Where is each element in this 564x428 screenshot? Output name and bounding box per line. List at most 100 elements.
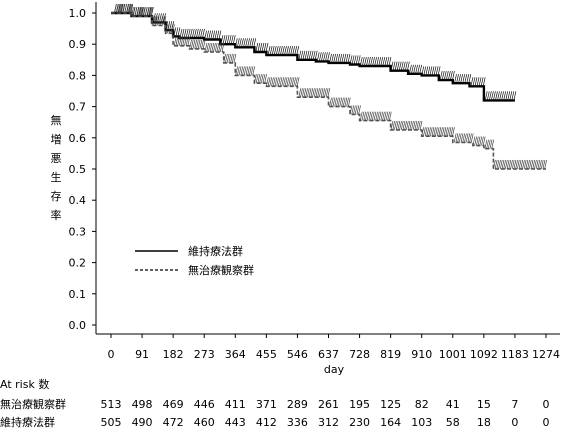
censor-mark-observation <box>156 16 160 26</box>
censor-mark-maintenance <box>210 30 214 40</box>
censor-mark-maintenance <box>454 74 457 84</box>
censor-mark-observation <box>332 97 336 107</box>
censor-mark-maintenance <box>269 46 273 56</box>
censor-mark-maintenance <box>239 38 242 48</box>
censor-mark-maintenance <box>267 46 271 56</box>
x-tick-label: 1274 <box>532 348 560 361</box>
censor-mark-maintenance <box>474 77 478 87</box>
censor-mark-maintenance <box>394 61 398 71</box>
y-axis-label-char: 悪 <box>51 152 62 165</box>
censor-mark-maintenance <box>214 30 218 40</box>
censor-mark-observation <box>161 16 165 26</box>
censor-mark-maintenance <box>265 42 269 53</box>
censor-mark-observation <box>259 74 262 84</box>
censor-mark-maintenance <box>296 46 300 56</box>
censor-mark-maintenance <box>429 66 433 76</box>
censor-mark-maintenance <box>417 64 420 74</box>
series-line-maintenance <box>111 11 515 102</box>
censor-mark-observation <box>242 66 245 76</box>
censor-mark-maintenance <box>286 46 289 56</box>
censor-mark-observation <box>378 111 382 121</box>
x-tick-label: 455 <box>256 348 277 361</box>
censor-mark-observation <box>424 127 428 137</box>
censor-mark-observation <box>236 66 240 76</box>
censor-mark-maintenance <box>501 91 504 101</box>
censor-mark-observation <box>440 127 443 137</box>
censor-mark-maintenance <box>163 13 166 23</box>
censor-mark-observation <box>288 77 291 87</box>
censor-mark-observation <box>520 159 524 170</box>
censor-mark-observation <box>472 136 476 146</box>
censor-mark-maintenance <box>187 28 191 39</box>
censor-mark-maintenance <box>206 30 209 40</box>
censor-mark-observation <box>499 159 503 170</box>
censor-mark-observation <box>522 159 525 170</box>
censor-mark-observation <box>382 111 385 121</box>
censor-mark-maintenance <box>364 56 367 67</box>
censor-mark-maintenance <box>120 3 123 14</box>
censor-mark-maintenance <box>298 50 302 60</box>
censor-mark-maintenance <box>222 35 226 45</box>
censor-mark-maintenance <box>198 28 201 39</box>
censor-mark-observation <box>508 159 512 170</box>
censor-mark-observation <box>501 159 505 170</box>
censor-mark-maintenance <box>200 28 203 39</box>
x-tick-label: 819 <box>380 348 401 361</box>
censor-mark-observation <box>453 133 457 143</box>
at-risk-value: 103 <box>411 416 432 428</box>
censor-mark-observation <box>163 16 167 26</box>
censor-mark-observation <box>494 159 498 170</box>
censor-mark-maintenance <box>202 28 205 39</box>
at-risk-value: 41 <box>446 398 460 411</box>
censor-mark-maintenance <box>384 56 388 67</box>
censor-mark-maintenance <box>181 28 185 39</box>
censor-mark-maintenance <box>435 66 439 76</box>
censor-mark-maintenance <box>327 52 330 62</box>
censor-mark-observation <box>146 7 150 17</box>
censor-mark-observation <box>448 127 452 137</box>
censor-mark-observation <box>498 159 501 170</box>
censor-mark-observation <box>404 120 407 131</box>
censor-mark-observation <box>390 120 394 131</box>
censor-mark-observation <box>272 77 276 87</box>
censor-mark-maintenance <box>333 53 336 63</box>
censor-mark-observation <box>149 7 153 17</box>
censor-mark-observation <box>458 133 462 143</box>
censor-mark-observation <box>230 53 233 63</box>
censor-mark-observation <box>523 159 527 170</box>
censor-mark-observation <box>318 88 322 98</box>
censor-mark-observation <box>452 127 455 137</box>
censor-mark-observation <box>187 36 191 46</box>
x-tick-label: 1092 <box>470 348 498 361</box>
censor-mark-observation <box>197 39 201 49</box>
censor-mark-observation <box>209 42 213 53</box>
censor-mark-observation <box>254 74 257 84</box>
censor-mark-observation <box>436 127 440 137</box>
censor-mark-observation <box>407 120 411 131</box>
censor-mark-observation <box>315 88 319 98</box>
at-risk-value: 0 <box>543 398 550 411</box>
censor-mark-observation <box>515 159 518 170</box>
censor-mark-maintenance <box>263 42 267 53</box>
censor-mark-maintenance <box>458 74 461 84</box>
censor-mark-maintenance <box>462 74 466 84</box>
at-risk-value: 446 <box>194 398 215 411</box>
censor-mark-maintenance <box>257 42 261 53</box>
censor-mark-observation <box>173 36 177 46</box>
y-tick-label: 0.4 <box>69 194 87 207</box>
censor-mark-maintenance <box>273 46 277 56</box>
censor-mark-observation <box>286 77 290 87</box>
censor-mark-observation <box>245 66 249 76</box>
censor-mark-maintenance <box>380 56 384 67</box>
censor-mark-observation <box>412 120 416 131</box>
censor-mark-maintenance <box>335 53 339 63</box>
x-tick-label: 1183 <box>501 348 529 361</box>
censor-mark-observation <box>443 127 447 137</box>
censor-mark-observation <box>337 97 341 107</box>
at-risk-row-label-observation: 無治療観察群 <box>0 397 66 411</box>
at-risk-value: 18 <box>477 416 491 428</box>
censor-mark-maintenance <box>372 56 375 67</box>
censor-mark-observation <box>218 42 221 53</box>
censor-mark-observation <box>226 53 230 63</box>
